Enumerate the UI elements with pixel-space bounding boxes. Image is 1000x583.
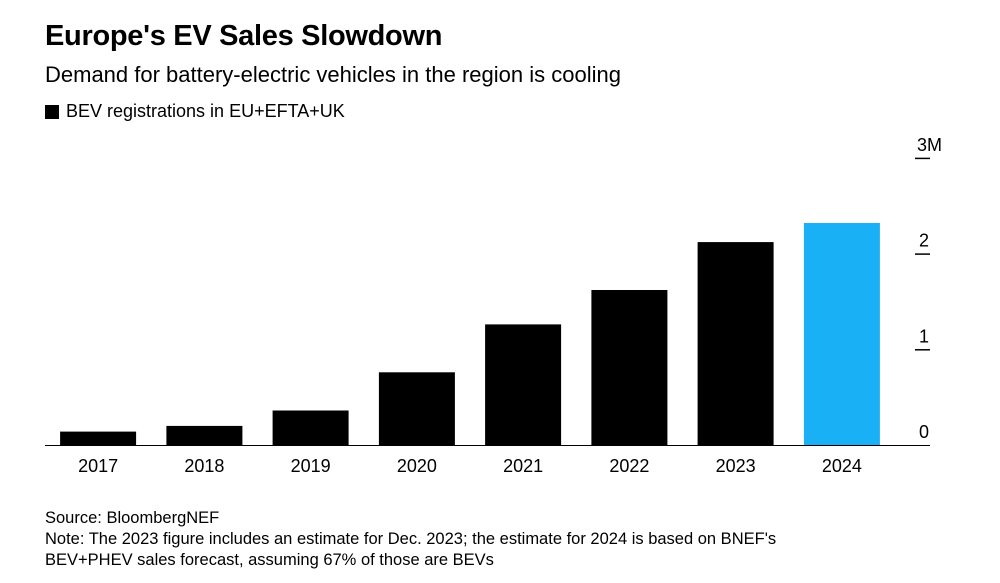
x-tick-label-2022: 2022 bbox=[609, 456, 649, 476]
note-line-2: BEV+PHEV sales forecast, assuming 67% of… bbox=[45, 551, 494, 569]
x-tick-label-2023: 2023 bbox=[716, 456, 756, 476]
y-tick-label-0: 0 bbox=[919, 422, 929, 442]
bar-2017 bbox=[60, 431, 137, 445]
y-tick-label-2: 2 bbox=[919, 231, 929, 251]
bar-2020 bbox=[378, 372, 455, 445]
y-tick-label-3M: 3M bbox=[917, 135, 942, 155]
bar-2021 bbox=[485, 324, 562, 445]
x-tick-label-2024: 2024 bbox=[822, 456, 862, 476]
y-tick-label-1: 1 bbox=[919, 326, 929, 346]
chart-footer: Source: BloombergNEF Note: The 2023 figu… bbox=[45, 508, 945, 571]
x-tick-label-2018: 2018 bbox=[184, 456, 224, 476]
legend: BEV registrations in EU+EFTA+UK bbox=[45, 101, 345, 122]
bar-2024 bbox=[803, 223, 880, 445]
bar-2019 bbox=[272, 410, 349, 445]
chart-title: Europe's EV Sales Slowdown bbox=[45, 20, 443, 52]
x-tick-label-2017: 2017 bbox=[78, 456, 118, 476]
chart-subtitle: Demand for battery-electric vehicles in … bbox=[45, 62, 621, 87]
bar-2018 bbox=[166, 425, 243, 445]
legend-label: BEV registrations in EU+EFTA+UK bbox=[66, 101, 345, 121]
bar-2022 bbox=[591, 290, 668, 445]
x-tick-label-2019: 2019 bbox=[291, 456, 331, 476]
x-tick-label-2020: 2020 bbox=[397, 456, 437, 476]
legend-swatch bbox=[45, 104, 59, 119]
source-text: Source: BloombergNEF bbox=[45, 509, 220, 527]
bar-2023 bbox=[697, 242, 774, 445]
note-line-1: Note: The 2023 figure includes an estima… bbox=[45, 530, 777, 548]
x-tick-label-2021: 2021 bbox=[503, 456, 543, 476]
